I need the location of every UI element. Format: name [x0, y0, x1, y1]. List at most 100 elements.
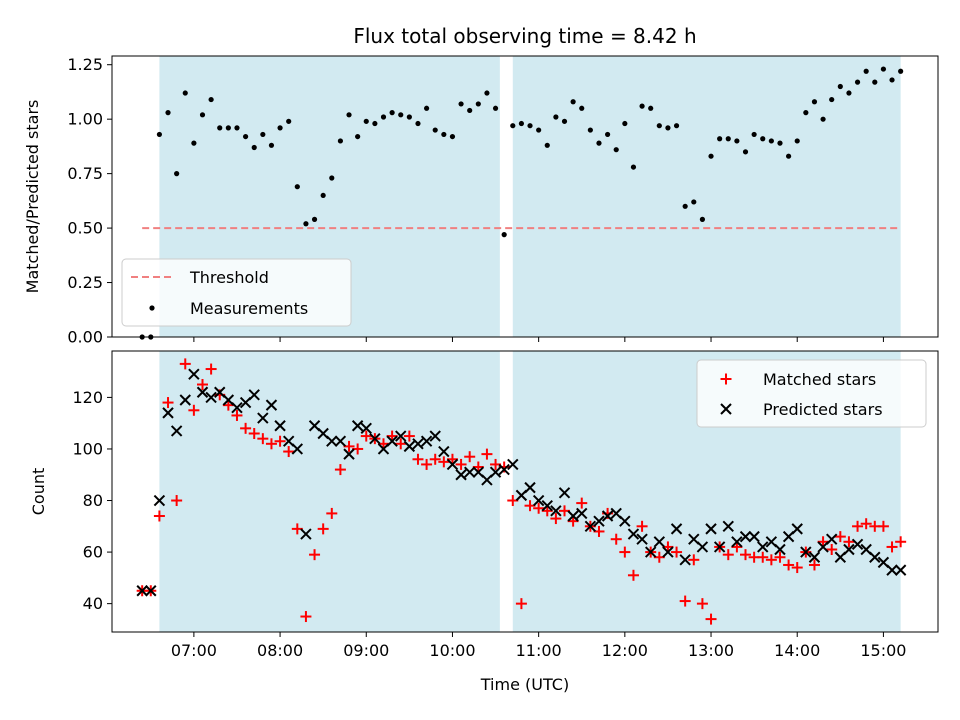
cross-b	[446, 458, 459, 471]
cross-b	[644, 546, 657, 558]
measurement-point	[484, 90, 490, 96]
matched-point	[446, 453, 458, 465]
x-tick-label: 07:00	[171, 641, 217, 660]
cross-b	[282, 435, 295, 447]
cross-b	[584, 520, 597, 533]
measurement-point	[898, 68, 904, 74]
measurement-point	[768, 138, 774, 144]
measurement-point	[475, 101, 481, 107]
matched-point	[455, 458, 467, 470]
predicted-point	[843, 543, 855, 556]
ratio-y-ticks: 0.00 0.25 0.50 0.75 1.00 1.25	[67, 55, 112, 347]
cross-b	[162, 407, 174, 419]
predicted-points	[136, 368, 907, 597]
predicted-point	[300, 528, 312, 540]
matched-point	[774, 551, 786, 563]
observing-span	[512, 56, 901, 337]
measurement-point	[622, 120, 628, 127]
matched-point	[317, 523, 329, 535]
predicted-point	[170, 425, 183, 437]
predicted-point	[662, 546, 674, 558]
predicted-point	[326, 435, 338, 447]
matched-point	[283, 446, 295, 458]
measurement-point	[587, 127, 593, 133]
measurement-point	[217, 125, 223, 131]
cross-b	[619, 515, 631, 527]
cross-b	[308, 420, 321, 432]
count-y-ticks: 40 60 80 100 120	[72, 388, 112, 613]
cross-b	[463, 466, 476, 478]
matched-point	[533, 502, 545, 514]
measurement-point	[372, 120, 378, 127]
measurement-point	[406, 114, 412, 120]
measurement-point	[268, 142, 275, 148]
count-x-ticks: 07:00 08:00 09:00 10:00 11:00 12:00 13:00 14:00…	[171, 632, 906, 660]
measurement-point	[829, 96, 835, 103]
x-tick-label: 11:00	[516, 641, 562, 660]
cross-b	[791, 523, 803, 535]
matched-point	[205, 363, 217, 375]
matched-point	[162, 397, 174, 409]
cross-b	[558, 487, 571, 499]
measurement-point	[518, 120, 525, 127]
cross-b	[869, 551, 881, 563]
predicted-point	[386, 435, 398, 447]
y-tick-label: 80	[83, 491, 103, 510]
matched-point	[231, 409, 243, 421]
predicted-point	[800, 546, 812, 558]
matched-point	[662, 541, 674, 553]
measurement-point	[854, 79, 861, 85]
predicted-point	[550, 505, 562, 517]
count-legend: Matched stars Predicted stars	[696, 359, 927, 428]
measurement-point	[777, 140, 783, 146]
matched-point	[696, 598, 708, 610]
matched-point	[438, 456, 450, 468]
measurement-point	[665, 125, 671, 131]
cross-b	[860, 543, 872, 556]
measurement-point	[251, 144, 257, 151]
matched-point	[722, 549, 734, 561]
measurement-point	[605, 131, 611, 138]
cross-b	[300, 528, 312, 540]
predicted-point	[489, 466, 502, 478]
measurement-point	[570, 99, 576, 105]
y-tick-label: 120	[72, 388, 103, 407]
predicted-point	[231, 402, 243, 414]
predicted-point	[886, 564, 898, 576]
matched-point	[559, 505, 571, 517]
matched-point	[197, 379, 209, 391]
predicted-point	[205, 391, 217, 404]
measurement-point	[846, 90, 852, 96]
matched-point	[421, 458, 433, 470]
predicted-point	[248, 389, 260, 401]
matched-points	[136, 358, 907, 625]
measurement-point	[199, 112, 206, 118]
cross-b	[395, 430, 407, 442]
cross-b	[153, 494, 166, 507]
time-x-label: Time (UTC)	[480, 675, 569, 694]
measurement-point	[717, 136, 723, 142]
matched-point	[705, 613, 717, 625]
measurement-point	[449, 133, 456, 140]
ratio-legend-box	[121, 258, 352, 327]
matched-point	[507, 495, 519, 507]
matched-point	[179, 358, 191, 370]
matched-point	[541, 505, 553, 517]
cross-b	[722, 520, 734, 533]
ratio-x-ticks	[193, 337, 884, 342]
cross-b	[498, 463, 510, 476]
cross-b	[731, 536, 743, 548]
predicted-point	[369, 432, 381, 445]
cross-b	[489, 466, 502, 478]
cross-b	[369, 432, 381, 445]
x-tick-label: 08:00	[257, 641, 303, 660]
measurement-point	[346, 112, 352, 118]
predicted-point	[644, 546, 657, 558]
cross-b	[170, 425, 183, 437]
predicted-point	[541, 499, 553, 512]
cross-b	[808, 551, 821, 563]
cross-b	[886, 564, 898, 576]
predicted-point	[619, 515, 631, 527]
cross-b	[576, 507, 588, 520]
matched-point	[731, 541, 743, 553]
